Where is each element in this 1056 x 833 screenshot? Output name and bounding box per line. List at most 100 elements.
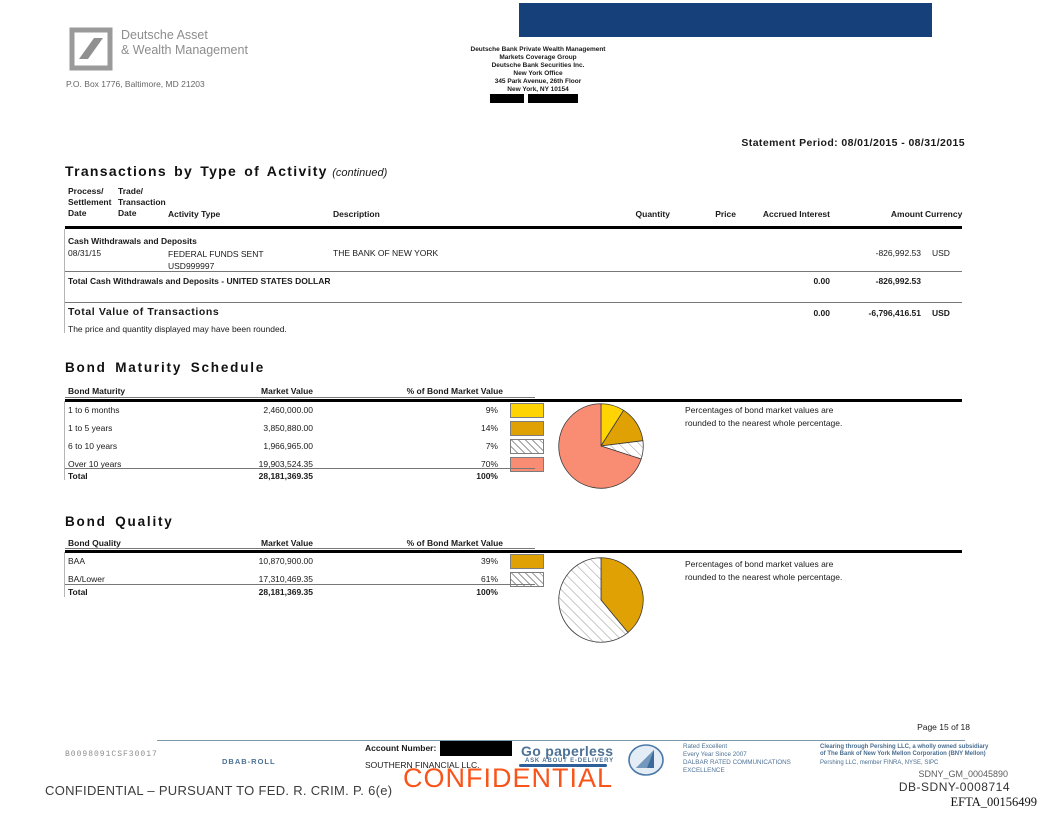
table-thin-rule [65,397,535,398]
office-address-line: Deutsche Bank Private Wealth Management [470,46,606,53]
statement-period: Statement Period: 08/01/2015 - 08/31/201… [741,137,965,149]
dalbar-line: DALBAR RATED COMMUNICATIONS [683,759,791,766]
col-line: Transaction [118,197,166,207]
bm-row-value: 2,460,000.00 [263,405,313,415]
table-thin-rule [65,468,535,469]
grand-total-label: Total Value of Transactions [68,306,220,318]
brand-line2: & Wealth Management [121,42,248,57]
batch-code: B0098091CSF30017 [65,750,158,759]
pershing-line: Pershing LLC, member FINRA, NYSE, SIPC [820,760,939,766]
pie-slice [600,557,644,634]
bq-note: Percentages of bond market values are ro… [685,558,842,584]
deutsche-bank-logo-icon [69,27,113,71]
bm-row-pct: 7% [485,441,498,451]
col-trade-transaction-date: Trade/ Transaction Date [118,186,166,219]
transactions-title-note: (continued) [332,167,388,179]
bm-row-pct: 9% [485,405,498,415]
col-line: Settlement [68,197,112,207]
account-number-label: Account Number: [365,743,437,753]
navy-banner [519,3,932,37]
col-line: Trade/ [118,186,144,196]
legend-swatch [510,457,544,472]
grand-total-currency: USD [932,308,950,318]
bm-row-label: 6 to 10 years [68,441,118,451]
bq-row-label: BAA [68,556,86,566]
txn-process-date: 08/31/15 [68,248,102,258]
col-currency: Currency [925,209,963,219]
bq-total-value: 28,181,369.35 [258,587,313,597]
office-address-block: Deutsche Bank Private Wealth Management … [438,46,638,94]
group-total-amount: -826,992.53 [875,276,921,286]
office-address-line: New York Office [513,70,563,77]
col-line: Process/ [68,186,104,196]
bq-col-value: Market Value [261,538,313,548]
col-price: Price [715,209,736,219]
table-thin-rule [65,548,535,549]
col-line: Date [68,208,87,218]
bq-note-line: Percentages of bond market values are [685,559,834,569]
legend-swatch [510,439,544,454]
grand-total-amount: -6,796,416.51 [868,308,921,318]
transactions-title: Transactions by Type of Activity (contin… [65,163,387,181]
table-heavy-rule [65,226,962,229]
bm-col-value: Market Value [261,386,313,396]
dalbar-logo-icon [628,744,664,776]
bm-row-value: 1,966,965.00 [263,441,313,451]
bq-total-pct: 100% [476,587,498,597]
page-number: Page 15 of 18 [917,722,970,732]
bm-total-pct: 100% [476,471,498,481]
go-paperless-subtext: ASK ABOUT E-DELIVERY [525,758,614,764]
bm-col-label: Bond Maturity [68,386,126,396]
legend-swatch [510,421,544,436]
group-total-accrued: 0.00 [813,276,830,286]
office-address-line: 345 Park Avenue, 26th Floor [494,78,582,85]
pershing-line: Clearing through Pershing LLC, a wholly … [820,744,989,750]
bq-col-label: Bond Quality [68,538,121,548]
dalbar-rating-text: Rated Excellent Every Year Since 2007 DA… [683,743,791,775]
roll-code: DBAB-ROLL [222,757,276,766]
bm-row-label: Over 10 years [68,459,122,469]
group-total-label: Total Cash Withdrawals and Deposits - UN… [68,276,331,286]
bm-row-label: 1 to 5 years [68,423,113,433]
pie-slice [558,403,642,489]
bond-quality-title: Bond Quality [65,514,174,529]
txn-description: THE BANK OF NEW YORK [333,248,439,258]
bm-row-value: 3,850,880.00 [263,423,313,433]
bm-note: Percentages of bond market values are ro… [685,404,842,430]
col-line: Date [118,208,137,218]
col-amount: Amount [890,209,923,219]
table-left-border [64,552,65,597]
bond-maturity-title: Bond Maturity Schedule [65,360,266,375]
go-paperless-label: Go paperless [521,743,614,759]
bond-maturity-pie-chart [558,403,644,489]
txn-currency: USD [932,248,950,258]
col-process-settlement-date: Process/ Settlement Date [68,186,111,219]
bm-total-label: Total [68,471,88,481]
bq-col-pct: % of Bond Market Value [406,538,503,548]
office-address-line: Markets Coverage Group [499,54,577,61]
bq-total-label: Total [68,587,88,597]
txn-amount: -826,992.53 [875,248,921,258]
bm-total-value: 28,181,369.35 [258,471,313,481]
bm-col-pct: % of Bond Market Value [406,386,503,396]
redacted-phone [528,94,578,103]
bm-row-value: 19,903,524.35 [258,459,313,469]
col-activity-type: Activity Type [168,209,221,219]
confidential-stamp: CONFIDENTIAL [403,763,614,793]
table-heavy-rule [65,550,962,553]
col-description: Description [333,209,380,219]
legend-swatch [510,403,544,418]
bq-row-pct: 39% [480,556,498,566]
table-heavy-rule [65,399,962,402]
pershing-line: of The Bank of New York Mellon Corporati… [820,751,986,757]
redacted-account-number [440,741,512,756]
table-thin-rule [65,302,962,303]
group-header: Cash Withdrawals and Deposits [68,236,197,246]
bm-row-label: 1 to 6 months [68,405,120,415]
dalbar-line: Rated Excellent [683,743,728,750]
bm-row-pct: 14% [480,423,498,433]
col-accrued-interest: Accrued Interest [762,209,830,219]
rounding-footnote: The price and quantity displayed may hav… [68,324,287,334]
bq-row-value: 10,870,900.00 [258,556,313,566]
go-paperless-underline [519,764,607,767]
